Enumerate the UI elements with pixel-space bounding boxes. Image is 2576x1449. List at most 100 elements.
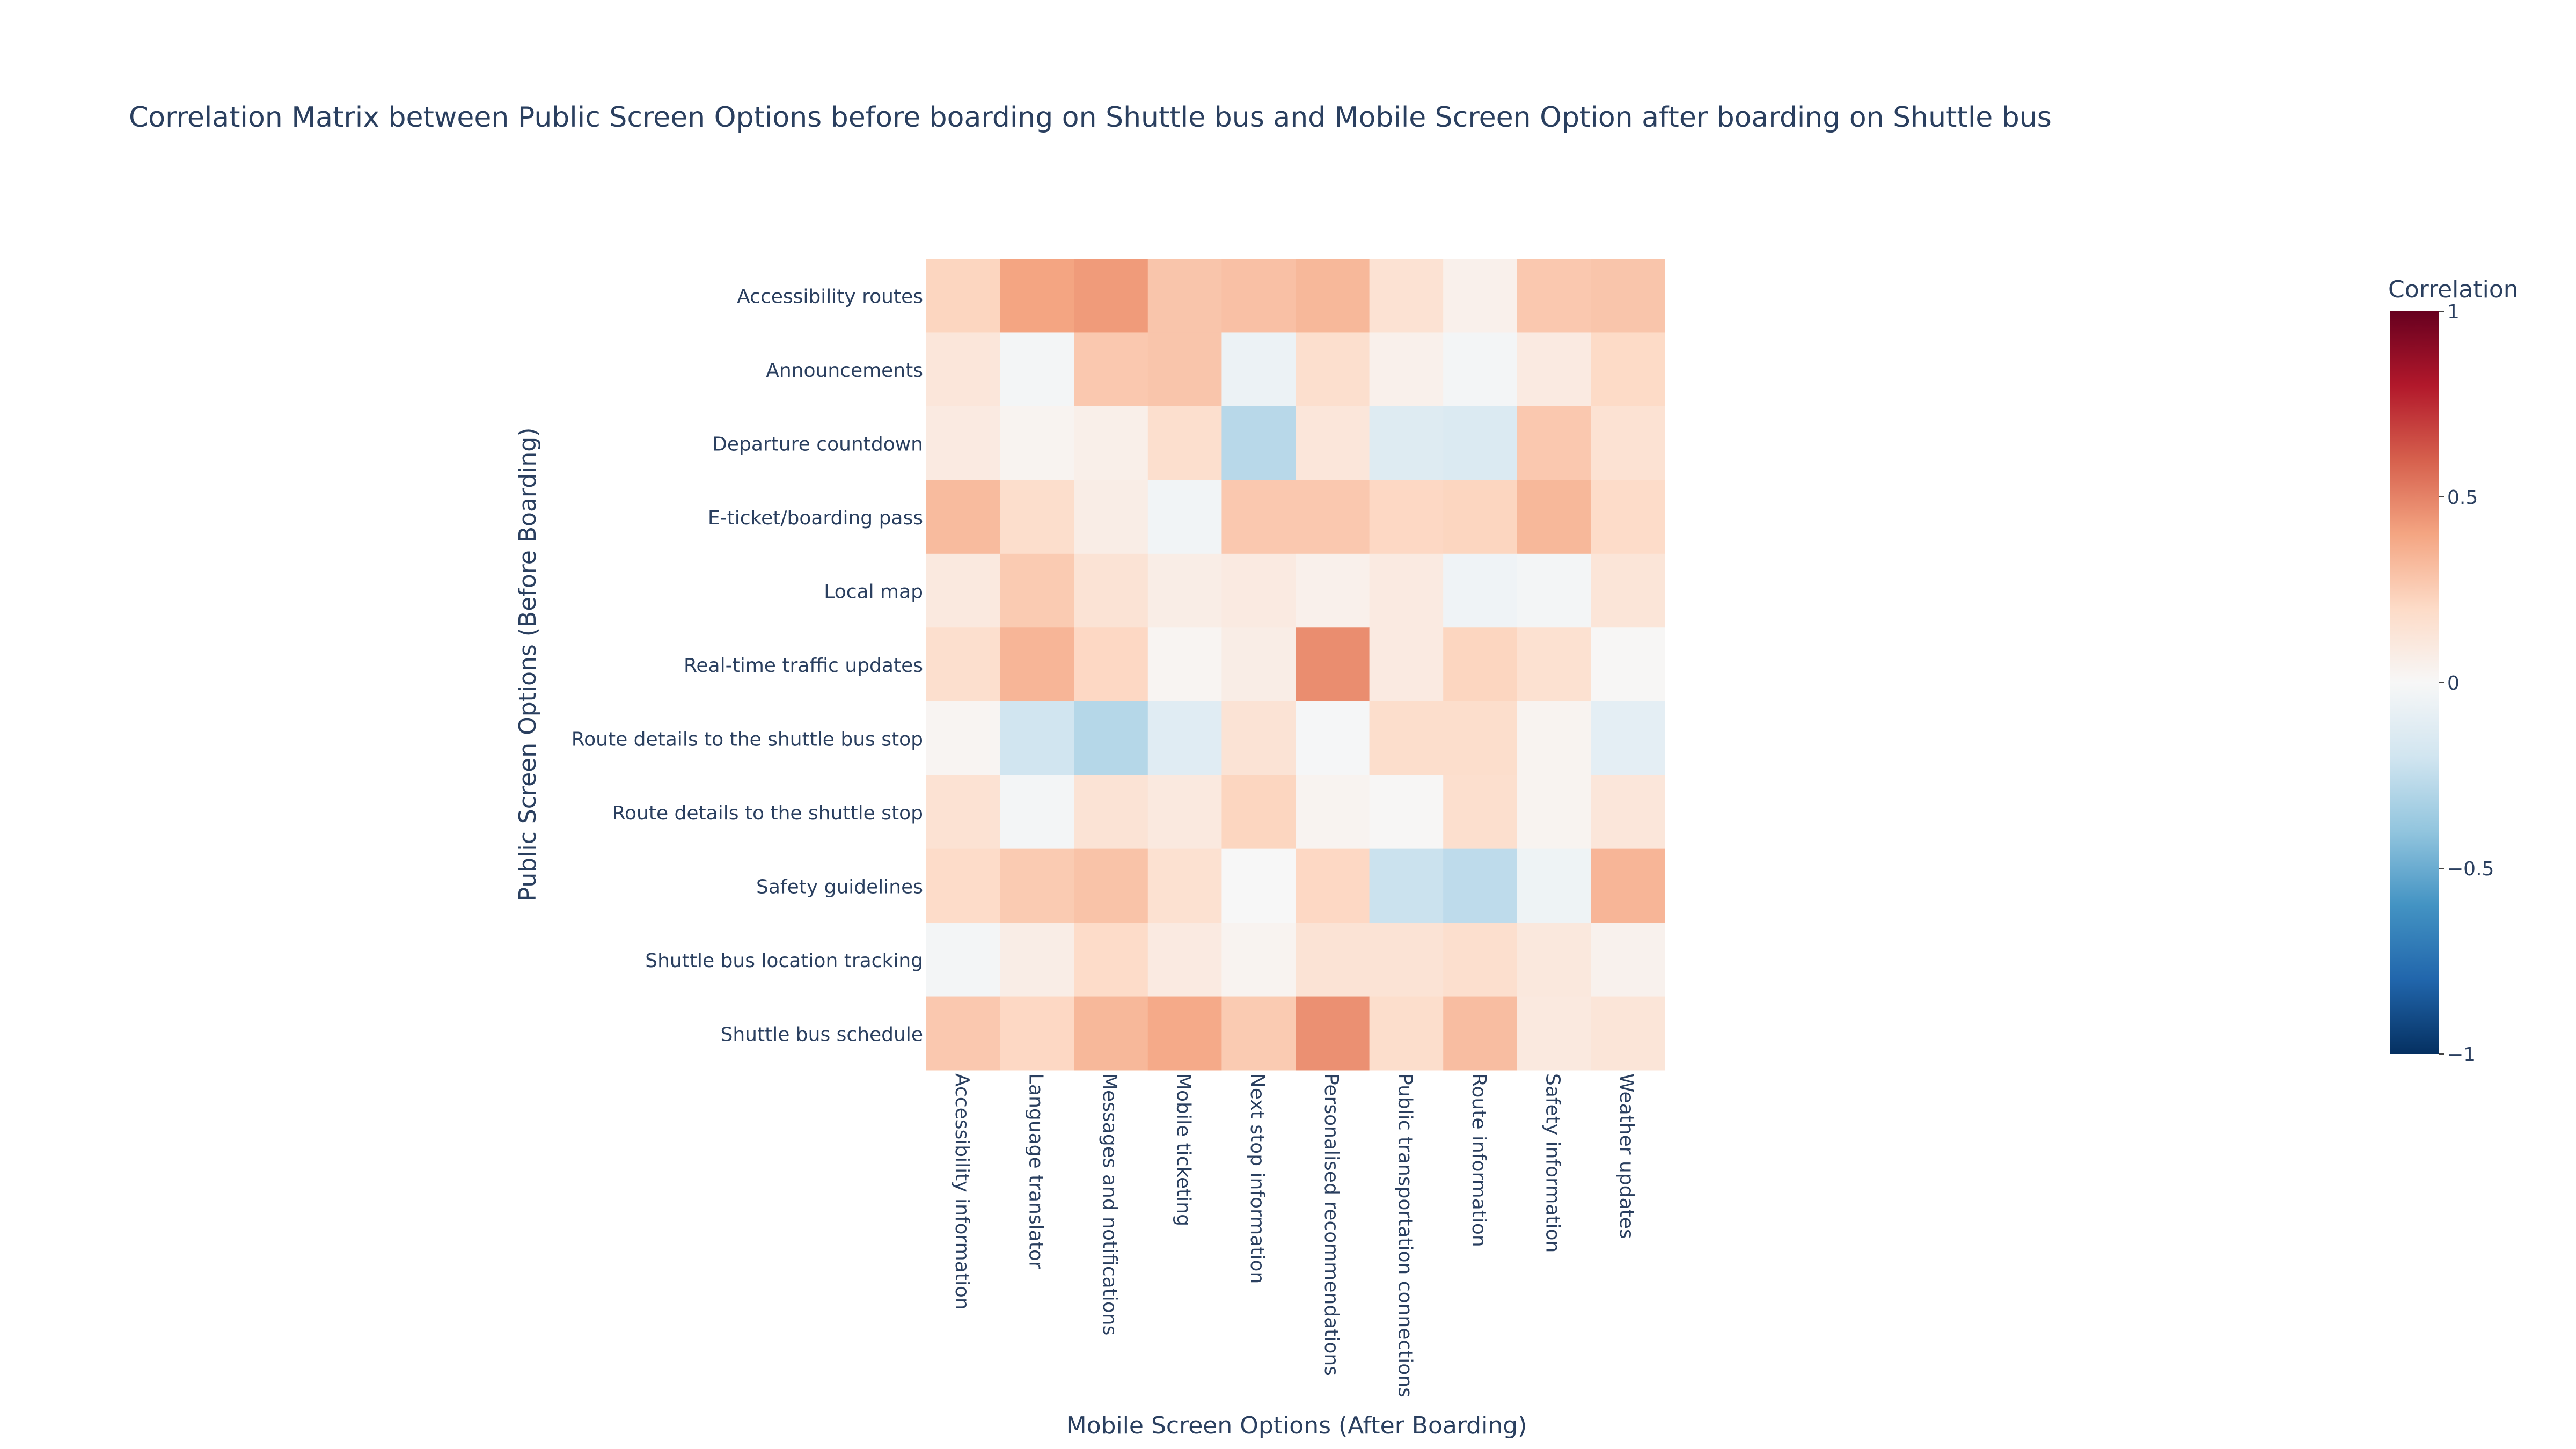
x-axis-title: Mobile Screen Options (After Boarding) [1066, 1412, 1527, 1439]
heatmap-cell [1221, 627, 1296, 702]
colorbar-tick-label: 1 [2447, 301, 2460, 323]
y-tick-labels: Accessibility routes Announcements Departu… [572, 286, 923, 1046]
heatmap-cell [926, 701, 1001, 775]
heatmap-cell [926, 553, 1001, 628]
y-tick-label: Route details to the shuttle bus stop [572, 728, 923, 750]
heatmap-cell [1221, 775, 1296, 850]
heatmap-cell [1296, 775, 1370, 850]
y-tick-label: Local map [824, 581, 923, 603]
heatmap-cell [926, 627, 1001, 702]
heatmap-cell [1074, 848, 1148, 923]
heatmap-cell [1147, 701, 1222, 775]
heatmap-cell [1369, 923, 1444, 997]
heatmap-cell [926, 996, 1001, 1071]
heatmap-cell [1369, 332, 1444, 407]
heatmap-cell [1296, 259, 1370, 333]
chart-title: Correlation Matrix between Public Screen… [129, 101, 2052, 134]
heatmap-cell [1443, 996, 1518, 1071]
heatmap-cell [1443, 553, 1518, 628]
heatmap-cell [1074, 701, 1148, 775]
x-tick-label: Messages and notifications [1099, 1073, 1121, 1335]
colorbar-ticks: 1 0.5 0 −0.5 −1 [2439, 301, 2494, 1066]
x-tick-label: Mobile ticketing [1173, 1073, 1195, 1226]
y-tick-label: Shuttle bus schedule [720, 1023, 923, 1045]
heatmap-cell [1591, 406, 1665, 480]
heatmap-cell [1517, 701, 1591, 775]
heatmap-cell [1296, 848, 1370, 923]
heatmap-cell [1000, 259, 1074, 333]
heatmap-cell [1000, 332, 1074, 407]
heatmap-cell [1221, 406, 1296, 480]
heatmap-cell [1221, 553, 1296, 628]
heatmap-cell [1147, 406, 1222, 480]
heatmap-cell [1074, 553, 1148, 628]
colorbar-tick-label: −0.5 [2447, 858, 2494, 880]
colorbar-tick-label: 0.5 [2447, 487, 2478, 509]
heatmap-cell [1074, 332, 1148, 407]
heatmap-cell [1221, 923, 1296, 997]
heatmap-cell [1517, 923, 1591, 997]
heatmap-cell [1074, 627, 1148, 702]
heatmap-cell [1517, 553, 1591, 628]
heatmap-cell [1517, 775, 1591, 850]
heatmap-cell [1591, 627, 1665, 702]
heatmap-cell [1443, 775, 1518, 850]
heatmap-cell [1074, 923, 1148, 997]
colorbar-tick-label: −1 [2447, 1044, 2476, 1066]
heatmap-cell [1074, 775, 1148, 850]
heatmap-cell [1517, 996, 1591, 1071]
heatmap-cell [1000, 701, 1074, 775]
y-tick-label: Announcements [766, 360, 923, 382]
heatmap-cell [1369, 996, 1444, 1071]
heatmap-cell [1147, 848, 1222, 923]
colorbar [2390, 311, 2439, 1054]
heatmap-cell [1296, 480, 1370, 554]
heatmap-cell [1369, 406, 1444, 480]
y-tick-label: Accessibility routes [737, 286, 923, 308]
heatmap-cell [1074, 996, 1148, 1071]
heatmap-cell [1074, 406, 1148, 480]
heatmap-cell [1221, 480, 1296, 554]
heatmap-cell [1000, 923, 1074, 997]
heatmap-cell [1147, 775, 1222, 850]
y-tick-label: Shuttle bus location tracking [645, 950, 923, 972]
heatmap-cell [926, 259, 1001, 333]
x-tick-label: Weather updates [1615, 1073, 1637, 1239]
heatmap-cell [1147, 553, 1222, 628]
colorbar-title: Correlation [2388, 276, 2519, 303]
y-tick-label: Departure countdown [712, 434, 923, 456]
heatmap-cell [1443, 259, 1518, 333]
heatmap-cell [1443, 627, 1518, 702]
heatmap-cell [1000, 848, 1074, 923]
heatmap-cell [1296, 923, 1370, 997]
heatmap-cell [1591, 553, 1665, 628]
x-tick-labels: Accessibility information Language transl… [951, 1073, 1637, 1397]
heatmap-cell [1147, 996, 1222, 1071]
heatmap-cell [1517, 480, 1591, 554]
heatmap-cell [926, 923, 1001, 997]
heatmap-cell [1296, 406, 1370, 480]
heatmap-cell [1369, 259, 1444, 333]
heatmap-cell [1591, 480, 1665, 554]
heatmap-cell [1369, 775, 1444, 850]
heatmap-cell [1443, 480, 1518, 554]
heatmap-cell [1591, 996, 1665, 1071]
heatmap-cell [1000, 775, 1074, 850]
heatmap-cell [1369, 701, 1444, 775]
heatmap-cell [1591, 701, 1665, 775]
heatmap-cell [1074, 259, 1148, 333]
heatmap-cell [1296, 627, 1370, 702]
heatmap-cell [926, 480, 1001, 554]
heatmap-cell [1443, 332, 1518, 407]
heatmap-cell [1147, 627, 1222, 702]
heatmap-cell [1369, 553, 1444, 628]
heatmap-cell [1443, 923, 1518, 997]
heatmap-cell [1443, 701, 1518, 775]
x-tick-label: Language translator [1024, 1073, 1046, 1269]
heatmap-cell [1517, 627, 1591, 702]
x-tick-label: Personalised recommendations [1320, 1073, 1342, 1376]
heatmap-cell [1000, 480, 1074, 554]
x-tick-label: Public transportation connections [1394, 1073, 1416, 1397]
y-tick-label: Safety guidelines [756, 876, 923, 898]
